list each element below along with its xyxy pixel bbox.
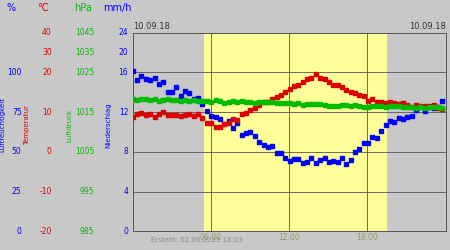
- Text: 16: 16: [119, 68, 128, 77]
- Text: %: %: [7, 3, 16, 13]
- Text: 0: 0: [17, 227, 22, 236]
- Text: Niederschlag: Niederschlag: [105, 102, 111, 148]
- Text: 0: 0: [123, 227, 128, 236]
- Text: 25: 25: [12, 187, 22, 196]
- Text: Temperatur: Temperatur: [24, 105, 30, 145]
- Text: 10: 10: [42, 108, 52, 116]
- Text: 0: 0: [47, 147, 52, 156]
- Text: 10.09.18: 10.09.18: [133, 22, 170, 31]
- Text: 30: 30: [42, 48, 52, 57]
- Text: 8: 8: [123, 147, 128, 156]
- Text: 24: 24: [119, 28, 128, 37]
- Text: °C: °C: [37, 3, 49, 13]
- Text: Erstellt: 02.06.2025 18:03: Erstellt: 02.06.2025 18:03: [151, 237, 243, 243]
- Text: 4: 4: [123, 187, 128, 196]
- Text: hPa: hPa: [74, 3, 92, 13]
- Text: 1045: 1045: [75, 28, 94, 37]
- Text: 1035: 1035: [75, 48, 94, 57]
- Text: -20: -20: [40, 227, 52, 236]
- Text: -10: -10: [40, 187, 52, 196]
- Text: 40: 40: [42, 28, 52, 37]
- Text: 1015: 1015: [75, 108, 94, 116]
- Text: Luftfeuchtigkeit: Luftfeuchtigkeit: [0, 98, 5, 152]
- Text: 75: 75: [12, 108, 22, 116]
- Text: 1005: 1005: [75, 147, 94, 156]
- Bar: [204, 32, 387, 231]
- Text: 985: 985: [80, 227, 94, 236]
- Text: Luftdruck: Luftdruck: [67, 108, 73, 142]
- Text: 995: 995: [80, 187, 94, 196]
- Text: 10.09.18: 10.09.18: [409, 22, 446, 31]
- Text: 1025: 1025: [75, 68, 94, 77]
- Text: 100: 100: [7, 68, 22, 77]
- Text: 12: 12: [119, 108, 128, 116]
- Text: 20: 20: [42, 68, 52, 77]
- Text: 50: 50: [12, 147, 22, 156]
- Text: 20: 20: [119, 48, 128, 57]
- Text: mm/h: mm/h: [103, 3, 131, 13]
